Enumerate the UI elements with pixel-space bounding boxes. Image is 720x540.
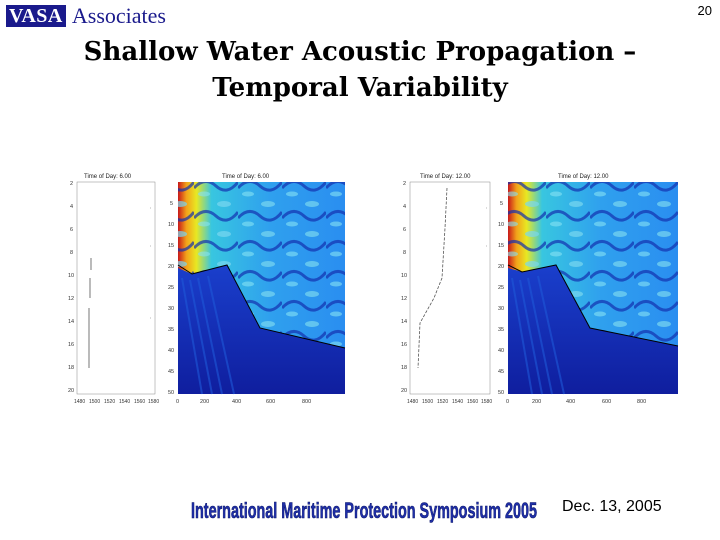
profile-2-y-tick: 14 [401,319,407,325]
field-panel-2: Time of Day: 12.00 5 10 15 20 25 30 35 4… [498,174,679,405]
profile-1-y-tick: 6 [70,227,73,233]
profile-2-y-tick: 4 [403,204,406,210]
field-2-y-ticks: 5 10 15 20 25 30 35 40 45 50 [498,201,504,396]
field-1-y-tick: 30 [168,306,174,312]
field-2-y-tick: 40 [498,348,504,354]
profile-2-x-tick: 1500 [422,399,433,405]
profile-1-x-tick: 1560 [134,399,145,405]
symposium-banner: International Maritime Protection Sympos… [191,498,538,524]
field-1-title: Time of Day: 6.00 [222,174,270,180]
profile-2-y-tick: 20 [401,388,407,394]
profile-1-x-tick: 1540 [119,399,130,405]
profile-1-y-tick: 4 [70,204,73,210]
profile-2-y-tick: 16 [401,342,407,348]
profile-1-x-tick: 1480 [74,399,85,405]
vasa-logo: VASA Associates [6,4,166,28]
field-2-y-tick: 20 [498,264,504,270]
slide-title: Shallow Water Acoustic Propagation – Tem… [0,34,720,106]
profile-2-y-tick: 2 [403,181,406,187]
profile-1-x-tick: 1580 [148,399,159,405]
field-1-y-tick: 15 [168,243,174,249]
profile-1-y-tick: 16 [68,342,74,348]
logo-text: Associates [71,3,166,28]
title-line-1: Shallow Water Acoustic Propagation – [83,37,637,67]
field-1-y-tick: 35 [168,327,174,333]
profile-1-y-tick: 20 [68,388,74,394]
field-2-x-tick: 200 [532,399,541,405]
profile-2-y-tick: 6 [403,227,406,233]
profile-1-title: Time of Day: 6.00 [84,174,132,180]
field-2-y-tick: 25 [498,285,504,291]
propagation-figure: Time of Day: 6.00 2 4 6 8 10 12 14 16 18… [68,174,679,405]
profile-2-y-tick: 18 [401,365,407,371]
profile-2-y-ticks: 2 4 6 8 10 12 14 16 18 20 [401,181,407,394]
logo-brand: VASA [6,5,66,27]
field-1-x-tick: 200 [200,399,209,405]
title-line-2: Temporal Variability [212,73,508,103]
profile-2-x-tick: 1520 [437,399,448,405]
field-1-x-tick: 400 [232,399,241,405]
profile-2-x-tick: 1480 [407,399,418,405]
profile-1-x-tick: 1520 [104,399,115,405]
field-2-y-tick: 30 [498,306,504,312]
profile-1-y-tick: 8 [70,250,73,256]
field-2-x-ticks: 0 200 400 600 800 [506,399,646,405]
profile-1-y-ticks: 2 4 6 8 10 12 14 16 18 20 [68,181,74,394]
field-2-x-tick: 600 [602,399,611,405]
profile-2-x-tick: 1580 [481,399,492,405]
field-2-y-tick: 5 [500,201,503,207]
field-1-y-ticks: 5 10 15 20 25 30 35 40 45 50 [168,201,174,396]
field-2-x-tick: 800 [637,399,646,405]
profile-1-y-tick: 14 [68,319,74,325]
profile-1-y-tick: 18 [68,365,74,371]
field-2-y-tick: 45 [498,369,504,375]
profile-2-x-tick: 1560 [467,399,478,405]
field-1-x-tick: 800 [302,399,311,405]
field-1-x-tick: 600 [266,399,275,405]
field-2-title: Time of Day: 12.00 [558,174,609,180]
field-2-y-tick: 15 [498,243,504,249]
banner-text: International Maritime Protection Sympos… [191,498,537,523]
field-2-x-tick: 400 [566,399,575,405]
profile-2-y-tick: 8 [403,250,406,256]
profile-2-y-tick: 12 [401,296,407,302]
profile-1-y-tick: 2 [70,181,73,187]
field-2-y-tick: 50 [498,390,504,396]
profile-1-x-ticks: 1480 1500 1520 1540 1560 1580 [74,399,159,405]
profile-1-y-tick: 10 [68,273,74,279]
presentation-date: Dec. 13, 2005 [562,498,662,515]
field-2-y-tick: 35 [498,327,504,333]
field-2-y-tick: 10 [498,222,504,228]
field-1-x-ticks: 0 200 400 600 800 [176,399,311,405]
profile-panel-2: Time of Day: 12.00 2 4 6 8 10 12 14 16 1… [401,174,492,405]
field-1-y-tick: 5 [170,201,173,207]
profile-1-x-tick: 1500 [89,399,100,405]
profile-2-x-ticks: 1480 1500 1520 1540 1560 1580 [407,399,492,405]
profile-2-x-tick: 1540 [452,399,463,405]
field-1-y-tick: 45 [168,369,174,375]
profile-panel-1: Time of Day: 6.00 2 4 6 8 10 12 14 16 18… [68,174,159,405]
field-panel-1: Time of Day: 6.00 5 10 15 20 25 30 35 40… [168,174,346,405]
field-1-y-tick: 10 [168,222,174,228]
slide-number: 20 [697,3,712,18]
field-1-y-tick: 40 [168,348,174,354]
field-1-x-tick: 0 [176,399,179,405]
field-1-y-tick: 50 [168,390,174,396]
field-1-y-tick: 25 [168,285,174,291]
profile-1-y-tick: 12 [68,296,74,302]
profile-2-title: Time of Day: 12.00 [420,174,471,180]
field-2-x-tick: 0 [506,399,509,405]
profile-2-y-tick: 10 [401,273,407,279]
field-1-y-tick: 20 [168,264,174,270]
